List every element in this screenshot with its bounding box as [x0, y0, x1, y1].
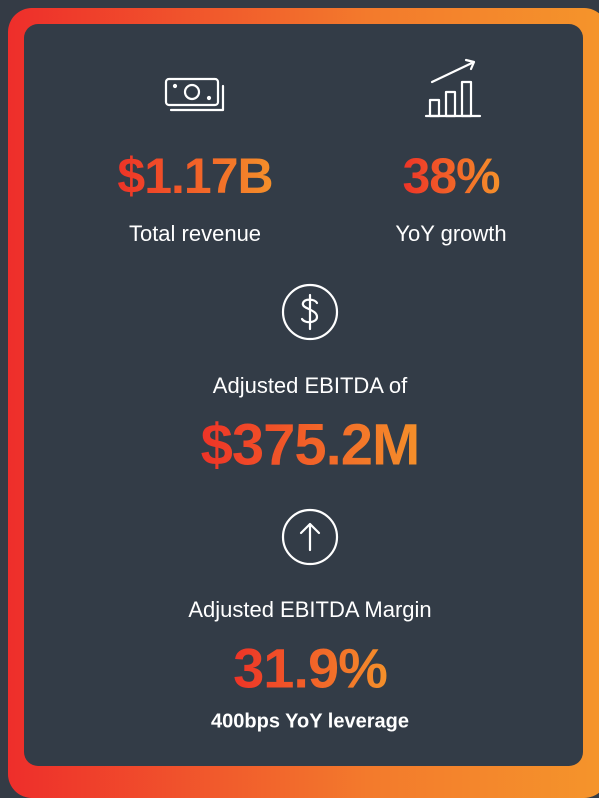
metric-note: 400bps YoY leverage	[211, 710, 409, 733]
metric-label: YoY growth	[395, 221, 507, 246]
dollar-icon	[281, 283, 339, 341]
metric-value: $375.2M	[200, 412, 421, 478]
metric-label: Adjusted EBITDA of	[212, 373, 408, 398]
up-arrow-icon	[281, 508, 339, 566]
metric-value: 31.9%	[233, 636, 388, 700]
metric-value: $1.17B	[117, 148, 273, 204]
metric-label: Total revenue	[128, 221, 262, 246]
panel	[24, 24, 583, 766]
metric-label: Adjusted EBITDA Margin	[188, 597, 432, 622]
money-icon	[164, 77, 225, 112]
growth-icon	[424, 58, 482, 118]
metric-value: 38%	[402, 148, 500, 204]
